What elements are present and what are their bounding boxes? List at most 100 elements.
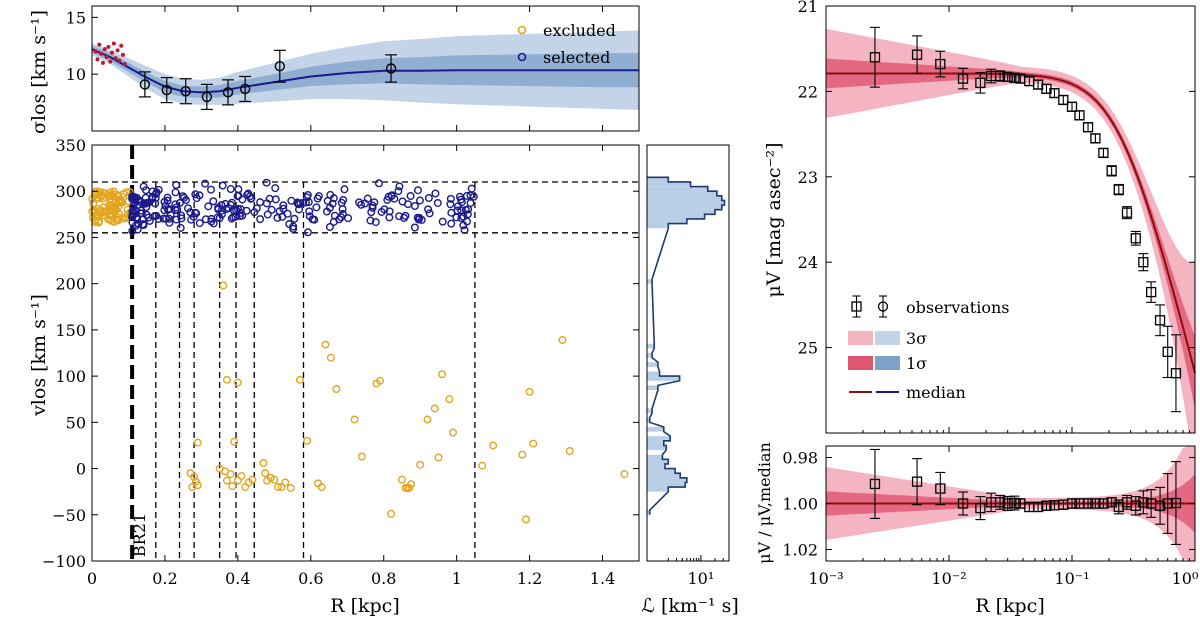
residual-marker — [1098, 498, 1109, 509]
sb-observation-marker — [1082, 122, 1094, 133]
selected-star-marker — [394, 187, 403, 196]
selected-star-marker — [304, 198, 313, 207]
selected-star-marker — [290, 214, 299, 223]
sb-observation-marker — [935, 58, 946, 70]
dispersion-binned-marker — [385, 63, 397, 74]
selected-star-marker — [256, 198, 265, 207]
selected-star-marker — [289, 224, 298, 233]
selected-star-marker — [415, 196, 424, 205]
excluded-star-marker — [107, 196, 116, 205]
selected-star-marker — [460, 226, 469, 235]
legend-selected-label: selected — [543, 48, 610, 67]
sb-observation-marker — [994, 70, 1006, 82]
selected-star-marker — [463, 210, 472, 219]
dispersion-binned-marker — [161, 84, 172, 96]
excluded-star-marker — [237, 471, 246, 480]
excluded-star-marker — [95, 209, 104, 218]
selected-star-marker — [400, 213, 409, 222]
residual-marker — [1066, 498, 1078, 509]
dispersion-ytick-label: 15 — [66, 8, 86, 27]
dispersion-inner-point — [95, 57, 100, 62]
velocity-xtick-label: 0 — [87, 569, 97, 588]
dispersion-binned-point — [222, 79, 235, 106]
histogram-bar — [647, 436, 671, 441]
histogram-xlabel: ℒ [km⁻¹ s] — [641, 595, 739, 617]
selected-star-marker — [215, 214, 224, 223]
velocity-data-layer — [88, 145, 639, 561]
velocity-xtick-label: 0.2 — [152, 569, 177, 588]
excluded-star-marker — [445, 395, 454, 404]
dispersion-inner-point — [100, 60, 105, 65]
velocity-ytick-label: 0 — [76, 460, 86, 479]
velocity-ytick-label: 200 — [55, 275, 86, 294]
excluded-star-marker — [357, 452, 366, 461]
selected-star-marker — [424, 205, 433, 214]
dispersion-binned-marker — [201, 91, 213, 103]
selected-star-marker — [228, 198, 237, 207]
selected-star-marker — [142, 210, 151, 219]
excluded-star-marker — [230, 437, 239, 446]
selected-star-marker — [406, 192, 415, 201]
histogram-bar — [647, 376, 680, 381]
sb-observation-marker — [1058, 94, 1069, 106]
excluded-star-marker — [565, 446, 574, 455]
sb-observation-marker — [1074, 110, 1085, 121]
selected-star-marker — [177, 211, 186, 220]
velocity-ytick-label: 150 — [55, 321, 86, 340]
selected-star-marker — [162, 214, 171, 223]
excluded-star-marker — [259, 459, 268, 468]
dispersion-inner-point — [110, 50, 115, 55]
velocity-ytick-label: 250 — [55, 228, 86, 247]
excluded-star-marker — [222, 375, 231, 384]
residual-observation — [1154, 486, 1166, 525]
excluded-star-marker — [89, 199, 98, 208]
dispersion-inner-point — [97, 42, 102, 47]
selected-star-marker — [152, 190, 161, 199]
histogram-panel: 10¹ ℒ [km⁻¹ s] — [641, 144, 739, 617]
sb-observation — [1154, 304, 1166, 337]
residual-observation — [869, 448, 881, 520]
selected-star-marker — [340, 185, 349, 194]
velocity-panel: −100 −50 0 50 100 150 200 250 300 350 0 0.2 0.4 0.6 0.… — [28, 136, 640, 617]
excluded-star-marker — [123, 205, 132, 214]
excluded-star-marker — [303, 436, 312, 445]
dispersion-binned-point — [179, 78, 192, 105]
excluded-star-marker — [113, 192, 122, 201]
excluded-star-marker — [101, 189, 110, 198]
sb-observation-marker — [1154, 315, 1166, 326]
histogram-bar — [647, 177, 669, 182]
selected-star-marker — [293, 198, 302, 207]
excluded-star-marker — [518, 450, 527, 459]
legend-observations-marker — [851, 295, 889, 318]
sb-observation-marker — [1090, 133, 1101, 144]
legend-median-label: median — [906, 383, 966, 402]
sb-observation — [1058, 94, 1069, 106]
residual-marker — [1154, 500, 1166, 511]
excluded-star-marker — [295, 375, 304, 384]
dispersion-inner-point — [99, 51, 104, 56]
selected-star-marker — [273, 213, 282, 222]
histogram-bar — [647, 417, 650, 423]
residual-ytick-label: 1.00 — [782, 495, 818, 514]
velocity-ytick-label: 300 — [55, 182, 86, 201]
selected-star-marker — [145, 198, 154, 207]
selected-star-marker — [367, 208, 376, 217]
histogram-bar — [647, 445, 667, 451]
selected-star-marker — [344, 214, 353, 223]
excluded-star-marker — [332, 385, 341, 394]
sb-ytick-label: 22 — [798, 82, 818, 101]
sb-observation — [911, 35, 923, 75]
selected-star-marker — [467, 184, 476, 193]
histogram-bar — [647, 454, 663, 460]
sb-median-line — [825, 72, 1196, 374]
histogram-bar — [647, 482, 686, 488]
histogram-frame — [646, 144, 730, 562]
residual-observation — [957, 491, 969, 516]
excluded-star-marker — [248, 475, 257, 484]
dispersion-inner-point — [104, 55, 109, 60]
selected-star-marker — [132, 213, 141, 222]
sb-observation-marker — [1106, 165, 1117, 176]
excluded-star-marker — [387, 509, 396, 518]
dispersion-inner-point — [115, 48, 120, 53]
selected-star-marker — [151, 193, 160, 202]
